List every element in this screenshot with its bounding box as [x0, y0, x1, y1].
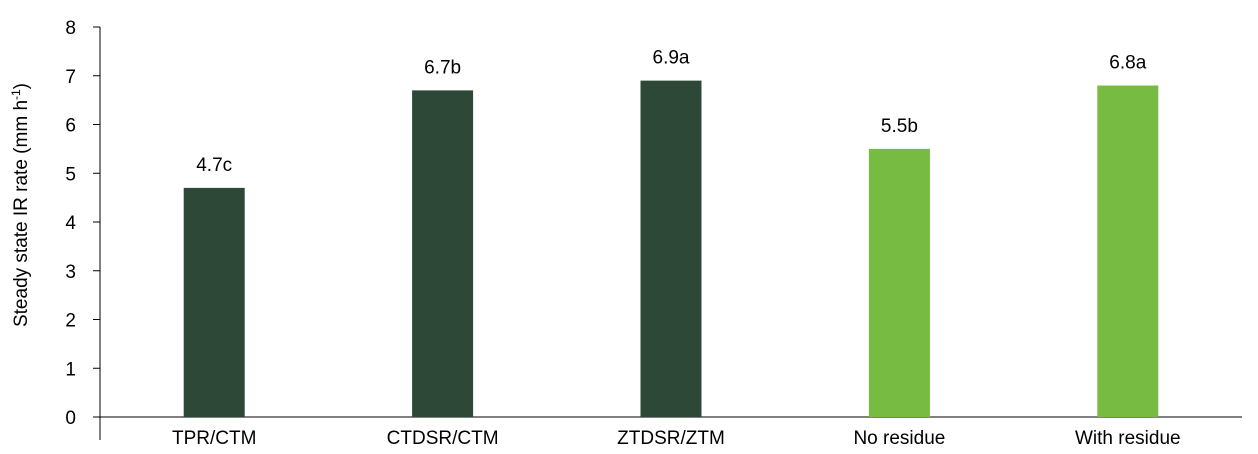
x-tick-labels: TPR/CTM CTDSR/CTM ZTDSR/ZTM No residue With …	[172, 428, 1181, 449]
x-tick-label: ZTDSR/ZTM	[617, 428, 725, 449]
x-tick-label: With residue	[1075, 428, 1181, 449]
y-axis-title-superscript: -1	[9, 89, 23, 100]
bar	[412, 90, 474, 417]
y-tick-label: 0	[65, 408, 76, 429]
y-tick-label: 8	[65, 18, 76, 39]
y-axis-title: Steady state IR rate (mm h-1)	[9, 83, 32, 327]
bar	[183, 187, 245, 417]
y-axis-title-main: Steady state IR rate (mm h	[11, 100, 32, 327]
data-label: 5.5b	[881, 116, 918, 137]
bars	[183, 80, 1159, 417]
bar	[1097, 85, 1159, 417]
data-label: 4.7c	[196, 155, 232, 176]
y-tick-label: 3	[65, 262, 76, 283]
y-tick-label: 6	[65, 116, 76, 137]
x-tick-label: TPR/CTM	[172, 428, 256, 449]
data-label: 6.8a	[1109, 53, 1146, 74]
data-labels: 4.7c 6.7b 6.9a 5.5b 6.8a	[196, 48, 1146, 176]
data-label: 6.9a	[653, 48, 690, 69]
bar	[640, 80, 702, 417]
data-label: 6.7b	[424, 57, 461, 78]
y-tick-label: 2	[65, 311, 76, 332]
y-tick-label: 7	[65, 67, 76, 88]
y-tick-label: 1	[65, 359, 76, 380]
x-tick-label: CTDSR/CTM	[387, 428, 499, 449]
x-tick-label: No residue	[853, 428, 945, 449]
bar	[868, 148, 930, 417]
y-tick-label: 5	[65, 164, 76, 185]
y-axis: 0 1 2 3 4 5 6 7 8	[65, 18, 101, 440]
y-tick-label: 4	[65, 213, 76, 234]
y-axis-title-suffix: )	[11, 83, 32, 89]
